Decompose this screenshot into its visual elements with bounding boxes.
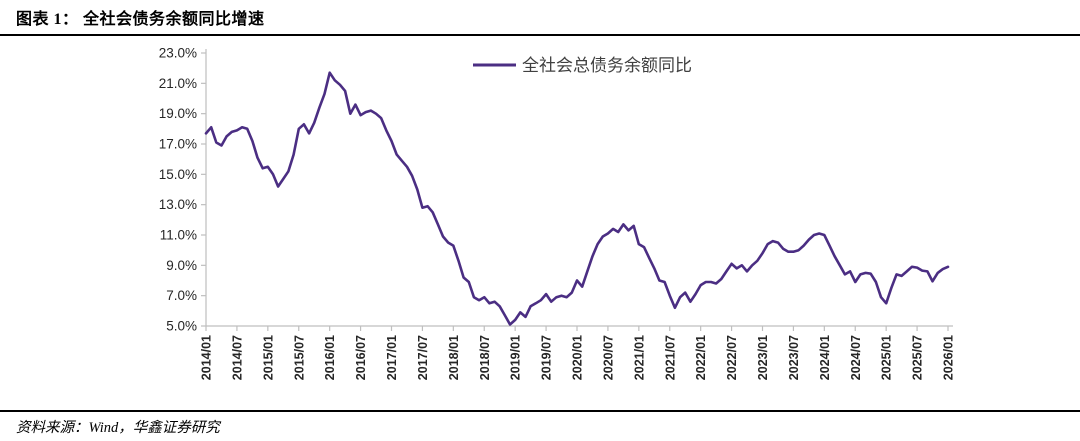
x-tick-label: 2015/07	[292, 335, 306, 380]
legend: 全社会总债务余额同比	[473, 56, 692, 75]
y-tick-label: 17.0%	[159, 137, 197, 152]
y-tick-label: 23.0%	[159, 46, 197, 61]
x-tick-label: 2016/01	[323, 335, 337, 380]
source-note: 资料来源：Wind，华鑫证券研究	[16, 420, 220, 436]
x-tick-label: 2021/01	[632, 335, 646, 380]
x-tick-label: 2026/01	[942, 335, 956, 380]
x-tick-label: 2016/07	[354, 335, 368, 380]
y-tick-label: 7.0%	[166, 288, 197, 303]
figure-title: 图表 1： 全社会债务余额同比增速	[16, 11, 265, 28]
x-tick-label: 2024/01	[818, 335, 832, 380]
x-tick-label: 2020/01	[571, 335, 585, 380]
x-tick-label: 2018/01	[447, 335, 461, 380]
axes: 5.0% 7.0% 9.0% 11.0% 13.0% 15.0% 17.0% 19.0% 21.…	[159, 46, 956, 381]
y-tick-label: 9.0%	[166, 258, 197, 273]
x-tick-label: 2014/07	[230, 335, 244, 380]
x-tick-label: 2023/07	[787, 335, 801, 380]
figure-footer: 资料来源：Wind，华鑫证券研究	[0, 410, 1080, 441]
x-tick-label: 2017/01	[385, 335, 399, 380]
y-tick-label: 21.0%	[159, 76, 197, 91]
y-tick-label: 13.0%	[159, 197, 197, 212]
x-tick-label: 2023/01	[756, 335, 770, 380]
x-tick-label: 2025/01	[880, 335, 894, 380]
plot	[204, 71, 950, 326]
x-tick-label: 2024/07	[849, 335, 863, 380]
x-tick-label: 2018/07	[478, 335, 492, 380]
chart-area: 5.0% 7.0% 9.0% 11.0% 13.0% 15.0% 17.0% 19.0% 21.…	[0, 36, 1080, 409]
x-tick-label: 2017/07	[416, 335, 430, 380]
x-tick-label: 2022/01	[694, 335, 708, 380]
x-tick-label: 2022/07	[725, 335, 739, 380]
y-tick-label: 11.0%	[160, 228, 197, 243]
line-chart: 5.0% 7.0% 9.0% 11.0% 13.0% 15.0% 17.0% 19.0% 21.…	[159, 46, 956, 381]
x-tick-label: 2019/07	[540, 335, 554, 380]
series-line	[204, 71, 950, 326]
x-tick-label: 2014/01	[200, 335, 214, 380]
x-tick-label: 2020/07	[601, 335, 615, 380]
y-tick-label: 15.0%	[159, 167, 197, 182]
x-tick-label: 2019/01	[509, 335, 523, 380]
x-tick-label: 2015/01	[261, 335, 275, 380]
x-tick-label: 2021/07	[663, 335, 677, 380]
y-tick-label: 5.0%	[166, 319, 197, 334]
y-tick-label: 19.0%	[159, 106, 197, 121]
x-tick-label: 2025/07	[911, 335, 925, 380]
legend-label: 全社会总债务余额同比	[522, 56, 692, 75]
figure-header: 图表 1： 全社会债务余额同比增速	[0, 0, 1080, 36]
